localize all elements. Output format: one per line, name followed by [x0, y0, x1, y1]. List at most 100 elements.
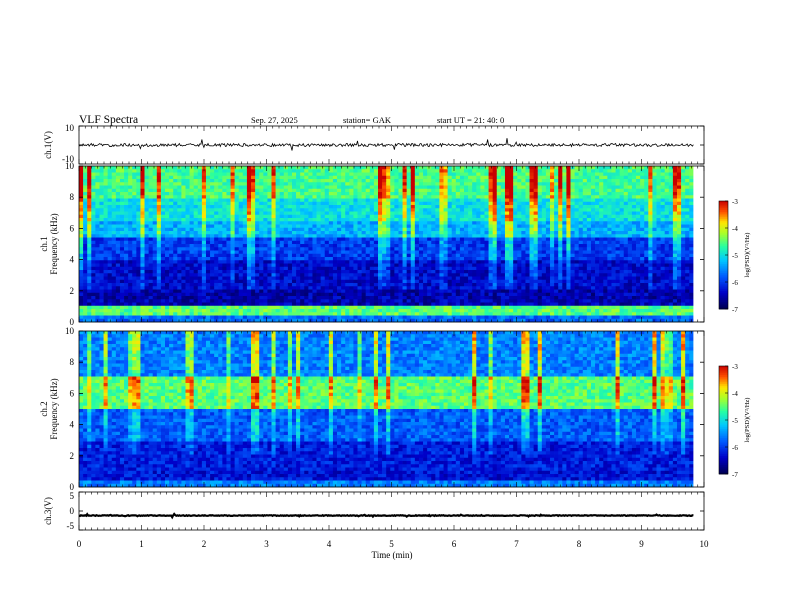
spectrogram-cell	[238, 247, 244, 251]
spectrogram-cell	[283, 166, 289, 170]
spectrogram-cell	[124, 231, 129, 235]
spectrogram-cell	[496, 218, 502, 222]
spectrogram-cell	[402, 299, 408, 303]
spectrogram-cell	[468, 276, 473, 281]
spectrogram-cell	[390, 292, 395, 297]
spectrogram-cell	[255, 211, 260, 216]
spectrogram-cell	[365, 166, 371, 170]
spectrogram-cell	[480, 221, 485, 225]
spectrogram-cell	[406, 302, 412, 307]
spectrogram-cell	[337, 305, 342, 310]
spectrogram-cell	[332, 250, 338, 255]
spectrogram-cell	[140, 250, 145, 255]
spectrogram-cell	[246, 270, 252, 274]
spectrogram-cell	[181, 231, 186, 235]
spectrogram-cell	[263, 270, 268, 274]
spectrogram-cell	[308, 318, 313, 323]
spectrogram-cell	[115, 318, 121, 323]
spectrogram-cell	[320, 299, 326, 303]
spectrogram-cell	[111, 192, 117, 196]
spectrogram-cell	[115, 273, 121, 277]
spectrogram-cell	[83, 273, 88, 277]
spectrogram-cell	[251, 205, 256, 209]
spectrogram-cell	[177, 198, 182, 203]
spectrogram-cell	[496, 286, 502, 290]
spectrogram-cell	[447, 231, 453, 235]
spectrogram-cell	[267, 198, 272, 203]
spectrogram-cell	[201, 211, 207, 216]
spectrogram-cell	[279, 270, 285, 274]
spectrogram-cell	[345, 263, 350, 268]
spectrogram-cell	[361, 247, 367, 251]
spectrogram-cell	[324, 305, 330, 310]
spectrogram-cell	[87, 188, 92, 193]
spectrogram-cell	[373, 185, 379, 190]
spectrogram-cell	[181, 218, 186, 222]
spectrogram-cell	[455, 185, 461, 190]
spectrogram-cell	[246, 263, 252, 268]
spectrogram-cell	[169, 276, 174, 281]
spectrogram-cell	[246, 247, 252, 251]
spectrogram-cell	[410, 182, 416, 186]
spectrogram-cell	[193, 179, 199, 183]
spectrogram-cell	[103, 315, 109, 320]
spectrogram-cell	[83, 195, 88, 199]
spectrogram-cell	[357, 299, 362, 303]
spectrogram-cell	[398, 299, 403, 303]
spectrogram-cell	[251, 221, 256, 225]
spectrogram-cell	[205, 179, 211, 183]
spectrogram-cell	[337, 312, 342, 316]
spectrogram-cell	[103, 305, 109, 310]
spectrogram-cell	[263, 250, 268, 255]
spectrogram-cell	[177, 309, 182, 313]
spectrogram-cell	[83, 237, 88, 242]
spectrogram-cell	[386, 302, 391, 307]
spectrogram-cell	[390, 172, 395, 177]
spectrogram-cell	[459, 211, 465, 216]
spectrogram-cell	[271, 279, 276, 284]
spectrogram-cell	[365, 279, 371, 284]
spectrogram-cell	[119, 175, 125, 180]
spectrogram-cell	[238, 263, 244, 268]
spectrogram-cell	[259, 283, 264, 287]
spectrogram-cell	[443, 234, 448, 238]
spectrogram-cell	[230, 214, 235, 219]
spectrogram-cell	[291, 289, 297, 294]
spectrogram-cell	[431, 188, 436, 193]
spectrogram-cell	[439, 253, 444, 258]
spectrogram-cell	[99, 260, 104, 264]
spectrogram-cell	[390, 175, 395, 180]
spectrogram-cell	[488, 302, 494, 307]
spectrogram-cell	[443, 286, 448, 290]
spectrogram-cell	[279, 305, 285, 310]
spectrogram-cell	[451, 179, 457, 183]
spectrogram-cell	[259, 218, 264, 222]
spectrogram-cell	[406, 169, 412, 173]
spectrogram-cell	[349, 175, 354, 180]
spectrogram-cell	[386, 166, 391, 170]
spectrogram-cell	[173, 234, 178, 238]
spectrogram-cell	[357, 302, 362, 307]
spectrogram-cell	[173, 169, 178, 173]
spectrogram-cell	[484, 257, 489, 261]
spectrogram-cell	[173, 195, 178, 199]
spectrogram-cell	[431, 234, 436, 238]
spectrogram-cell	[459, 218, 465, 222]
spectrogram-cell	[464, 283, 469, 287]
spectrogram-cell	[427, 198, 432, 203]
spectrogram-cell	[177, 253, 182, 258]
spectrogram-cell	[398, 260, 403, 264]
spectrogram-cell	[111, 302, 117, 307]
spectrogram-cell	[373, 198, 379, 203]
spectrogram-cell	[255, 292, 260, 297]
spectrogram-cell	[451, 188, 457, 193]
spectrogram-cell	[91, 270, 96, 274]
spectrogram-cell	[468, 185, 473, 190]
spectrogram-cell	[115, 279, 121, 284]
spectrogram-cell	[328, 283, 334, 287]
spectrogram-cell	[242, 231, 248, 235]
spectrogram-cell	[156, 305, 162, 310]
spectrogram-cell	[169, 250, 174, 255]
spectrogram-cell	[369, 312, 375, 316]
spectrogram-cell	[128, 253, 133, 258]
